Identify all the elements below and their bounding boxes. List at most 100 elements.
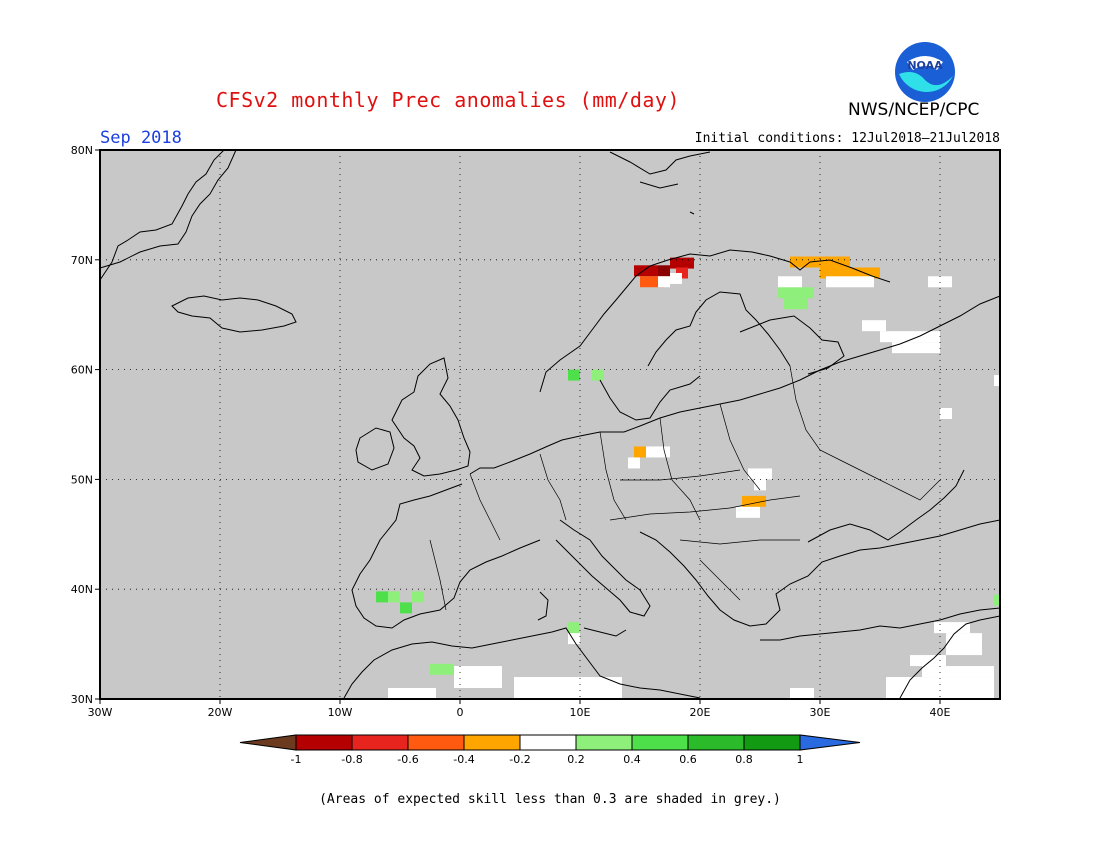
anomaly-cell bbox=[748, 468, 772, 480]
agency-label: NWS/NCEP/CPC bbox=[848, 100, 980, 120]
anomaly-cell bbox=[388, 591, 400, 603]
anomaly-cell bbox=[994, 594, 1000, 606]
lon-tick-label: 0 bbox=[457, 706, 464, 719]
noaa-logo: NOAA bbox=[895, 42, 955, 102]
lon-tick-label: 20W bbox=[208, 706, 233, 719]
anomaly-cell bbox=[568, 622, 580, 634]
colorbar-swatch bbox=[519, 734, 577, 751]
anomaly-cell bbox=[634, 265, 658, 277]
colorbar-label: -0.6 bbox=[397, 753, 418, 766]
coastline-greenland bbox=[99, 149, 237, 281]
anomaly-cell bbox=[934, 622, 970, 634]
anomaly-cell bbox=[634, 446, 646, 458]
anomaly-cell bbox=[910, 655, 946, 667]
map-title: CFSv2 monthly Prec anomalies (mm/day) bbox=[215, 88, 681, 112]
lat-tick-label: 30N bbox=[71, 693, 93, 706]
lon-tick-label: 30E bbox=[810, 706, 831, 719]
lon-tick-label: 10E bbox=[570, 706, 591, 719]
anomaly-cell bbox=[646, 446, 670, 458]
anomaly-cell bbox=[412, 591, 424, 603]
anomaly-cell bbox=[376, 591, 388, 603]
map-background bbox=[100, 150, 1000, 699]
colorbar-label: -1 bbox=[291, 753, 302, 766]
anomaly-cell bbox=[946, 633, 982, 656]
anomaly-cell bbox=[880, 331, 940, 343]
map-frame bbox=[99, 149, 1001, 700]
lon-tick-label: 30W bbox=[88, 706, 113, 719]
lat-tick-label: 50N bbox=[71, 473, 93, 486]
anomaly-cell bbox=[586, 677, 622, 699]
coastline-turkey bbox=[760, 607, 1001, 641]
coastline-iceland bbox=[171, 295, 297, 333]
lat-tick-label: 80N bbox=[71, 144, 93, 157]
lon-tick-label: 20E bbox=[690, 706, 711, 719]
coastline-iberia bbox=[351, 483, 541, 629]
colorbar-label: 0.6 bbox=[679, 753, 697, 766]
lat-tick-label: 40N bbox=[71, 583, 93, 596]
anomaly-cell bbox=[928, 276, 952, 288]
anomaly-cell bbox=[994, 375, 1000, 387]
anomaly-cell bbox=[568, 369, 580, 381]
colorbar-label: -0.2 bbox=[509, 753, 530, 766]
anomaly-cell bbox=[940, 408, 952, 420]
lat-tick-label: 60N bbox=[71, 364, 93, 377]
skill-footnote: (Areas of expected skill less than 0.3 a… bbox=[319, 792, 781, 807]
colorbar-label: -0.4 bbox=[453, 753, 474, 766]
anomaly-cell bbox=[778, 276, 802, 288]
anomaly-cell bbox=[400, 602, 412, 614]
anomaly-cell bbox=[658, 265, 670, 277]
anomaly-cell bbox=[742, 495, 766, 507]
anomaly-cell bbox=[826, 276, 874, 288]
colorbar-low-arrow bbox=[239, 734, 297, 751]
colorbar-label: 1 bbox=[797, 753, 804, 766]
coastline-scandinavia bbox=[539, 249, 891, 421]
anomaly-cell bbox=[658, 276, 670, 288]
anomaly-cell bbox=[862, 320, 886, 332]
coastline-north-africa bbox=[343, 615, 1001, 699]
colorbar-label: 0.8 bbox=[735, 753, 753, 766]
initial-conditions: Initial conditions: 12Jul2018–21Jul2018 bbox=[694, 131, 1000, 146]
anomaly-cell bbox=[640, 276, 664, 288]
anomaly-cell bbox=[892, 342, 940, 354]
colorbar-label: 0.2 bbox=[567, 753, 585, 766]
anomaly-cell bbox=[592, 369, 604, 381]
coastline-britain bbox=[391, 357, 471, 477]
coastline-svalbard bbox=[609, 151, 711, 215]
coastline-ireland bbox=[355, 427, 395, 471]
anomaly-cell bbox=[826, 256, 850, 268]
colorbar-swatch bbox=[295, 734, 353, 751]
logo-text: NOAA bbox=[907, 59, 943, 72]
coastline-italy bbox=[537, 519, 651, 637]
anomaly-cell bbox=[778, 287, 814, 299]
colorbar-swatch bbox=[687, 734, 745, 751]
colorbar-label: 0.4 bbox=[623, 753, 641, 766]
anomaly-cell bbox=[784, 298, 808, 310]
colorbar-swatch bbox=[463, 734, 521, 751]
anomaly-cell bbox=[736, 506, 760, 518]
colorbar-swatch bbox=[575, 734, 633, 751]
colorbar-swatch bbox=[407, 734, 465, 751]
anomaly-cell bbox=[388, 688, 436, 699]
anomaly-cell bbox=[430, 663, 454, 675]
colorbar-swatch bbox=[743, 734, 801, 751]
colorbar-swatch bbox=[631, 734, 689, 751]
anomaly-cell bbox=[514, 677, 586, 699]
anomaly-cell bbox=[670, 257, 694, 269]
coastline-balkans bbox=[639, 519, 1001, 627]
lon-tick-label: 10W bbox=[328, 706, 353, 719]
colorbar-high-arrow bbox=[799, 734, 861, 751]
forecast-period: Sep 2018 bbox=[100, 128, 182, 148]
anomaly-cell bbox=[454, 666, 502, 689]
anomaly-cell bbox=[886, 677, 994, 699]
country-borders bbox=[429, 365, 941, 611]
anomaly-cell bbox=[820, 267, 880, 279]
anomaly-cell bbox=[922, 666, 994, 678]
lat-tick-label: 70N bbox=[71, 254, 93, 267]
anomaly-cell bbox=[754, 479, 766, 491]
anomaly-cell bbox=[628, 457, 640, 469]
anomaly-cell bbox=[670, 272, 682, 284]
anomaly-cell bbox=[790, 688, 814, 699]
coastline-black-sea bbox=[807, 469, 965, 543]
anomaly-cell bbox=[790, 256, 826, 268]
